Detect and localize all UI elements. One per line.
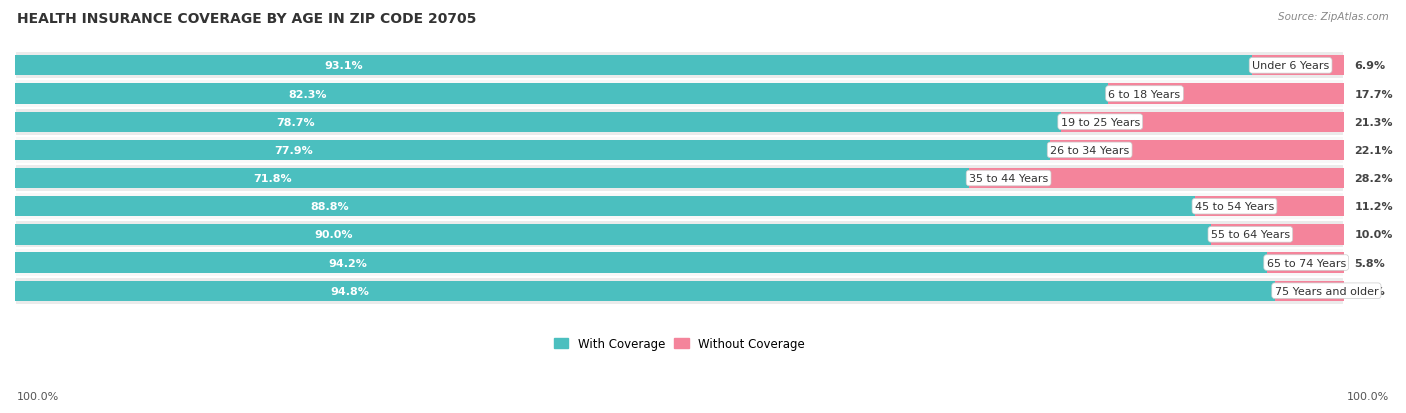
Text: 26 to 34 Years: 26 to 34 Years [1050, 145, 1129, 155]
Text: 5.8%: 5.8% [1354, 258, 1385, 268]
Text: 100.0%: 100.0% [17, 391, 59, 401]
Text: 11.2%: 11.2% [1354, 202, 1393, 212]
Text: 5.2%: 5.2% [1354, 286, 1385, 296]
Bar [1050, 140, 1344, 161]
Bar [15, 84, 1108, 104]
Bar [1267, 253, 1344, 273]
Text: 55 to 64 Years: 55 to 64 Years [1211, 230, 1289, 240]
Bar [15, 112, 1060, 133]
Bar [15, 140, 1050, 161]
Text: 94.8%: 94.8% [330, 286, 368, 296]
Text: 77.9%: 77.9% [274, 145, 312, 155]
Text: 78.7%: 78.7% [277, 117, 315, 127]
Text: 93.1%: 93.1% [325, 61, 363, 71]
Bar [1211, 225, 1344, 245]
Text: 65 to 74 Years: 65 to 74 Years [1267, 258, 1346, 268]
Text: 82.3%: 82.3% [288, 89, 326, 99]
Bar [1195, 197, 1344, 217]
Text: 10.0%: 10.0% [1354, 230, 1393, 240]
Bar [15, 197, 1195, 217]
Bar [15, 169, 969, 189]
Bar [15, 192, 1344, 221]
Text: 6.9%: 6.9% [1354, 61, 1385, 71]
Bar [15, 225, 1211, 245]
Text: 88.8%: 88.8% [309, 202, 349, 212]
Text: 100.0%: 100.0% [1347, 391, 1389, 401]
Bar [15, 108, 1344, 136]
Bar [15, 249, 1344, 277]
Text: 90.0%: 90.0% [314, 230, 353, 240]
Text: Under 6 Years: Under 6 Years [1251, 61, 1329, 71]
Bar [1275, 281, 1344, 301]
Bar [969, 169, 1344, 189]
Bar [15, 164, 1344, 192]
Text: 17.7%: 17.7% [1354, 89, 1393, 99]
Bar [15, 221, 1344, 249]
Bar [15, 56, 1251, 76]
Text: 21.3%: 21.3% [1354, 117, 1393, 127]
Text: Source: ZipAtlas.com: Source: ZipAtlas.com [1278, 12, 1389, 22]
Bar [15, 277, 1344, 305]
Text: 6 to 18 Years: 6 to 18 Years [1108, 89, 1181, 99]
Legend: With Coverage, Without Coverage: With Coverage, Without Coverage [550, 332, 810, 355]
Text: HEALTH INSURANCE COVERAGE BY AGE IN ZIP CODE 20705: HEALTH INSURANCE COVERAGE BY AGE IN ZIP … [17, 12, 477, 26]
Text: 75 Years and older: 75 Years and older [1275, 286, 1378, 296]
Text: 19 to 25 Years: 19 to 25 Years [1060, 117, 1140, 127]
Text: 35 to 44 Years: 35 to 44 Years [969, 173, 1049, 184]
Bar [1060, 112, 1344, 133]
Bar [15, 136, 1344, 164]
Text: 71.8%: 71.8% [253, 173, 292, 184]
Text: 45 to 54 Years: 45 to 54 Years [1195, 202, 1274, 212]
Text: 94.2%: 94.2% [328, 258, 367, 268]
Bar [15, 253, 1267, 273]
Bar [15, 80, 1344, 108]
Bar [15, 52, 1344, 80]
Bar [1251, 56, 1344, 76]
Bar [1108, 84, 1344, 104]
Bar [15, 281, 1275, 301]
Text: 22.1%: 22.1% [1354, 145, 1393, 155]
Text: 28.2%: 28.2% [1354, 173, 1393, 184]
